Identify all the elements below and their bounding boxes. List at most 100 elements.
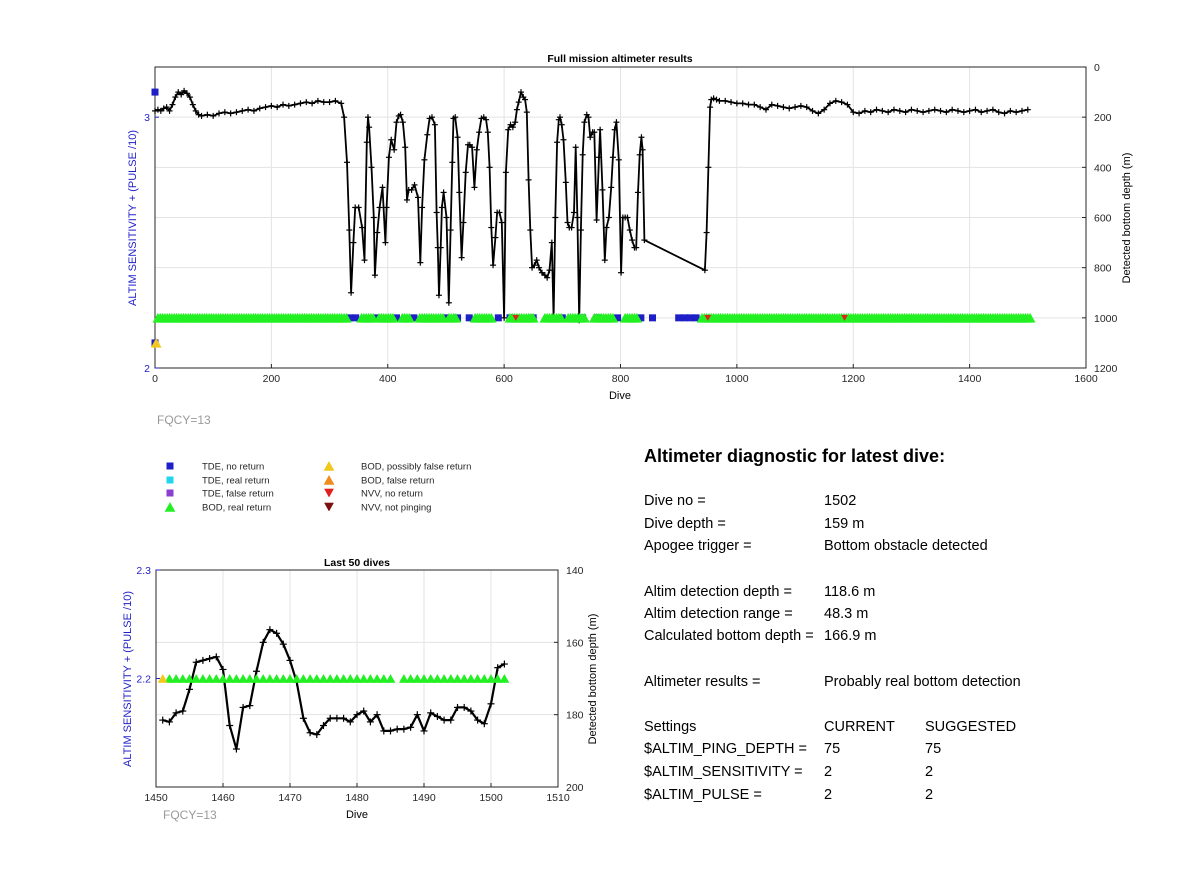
bod-real-return-marker xyxy=(412,673,423,683)
depth-marker xyxy=(821,106,828,113)
legend-marker-down-triangle xyxy=(324,502,334,512)
bod-real-return-marker xyxy=(459,673,470,683)
depth-marker xyxy=(500,660,508,668)
depth-marker xyxy=(366,718,374,726)
bod-real-return-marker xyxy=(305,673,316,683)
bottom-chart-title: Last 50 dives xyxy=(324,557,390,569)
x-tick-label: 1500 xyxy=(479,792,503,804)
depth-marker xyxy=(745,101,752,108)
depth-marker xyxy=(531,262,538,269)
x-tick-label: 1000 xyxy=(725,373,749,385)
depth-marker xyxy=(383,204,390,211)
bod-real-return-marker xyxy=(325,673,336,683)
depth-marker xyxy=(163,104,170,111)
bod-real-return-marker xyxy=(331,673,342,683)
depth-marker xyxy=(460,219,467,226)
depth-marker xyxy=(326,99,333,106)
bod-real-return-marker xyxy=(285,673,295,683)
depth-marker xyxy=(192,107,199,114)
depth-marker xyxy=(572,144,579,151)
depth-marker xyxy=(502,169,509,176)
bod-real-return-marker xyxy=(231,673,242,683)
bod-real-return-marker xyxy=(291,673,302,683)
depth-marker xyxy=(585,114,592,121)
depth-marker xyxy=(415,194,422,201)
depth-marker xyxy=(560,136,567,143)
depth-marker xyxy=(379,184,386,191)
tde-no-return-marker xyxy=(686,314,694,322)
settings-header-suggested: SUGGESTED xyxy=(925,719,1017,735)
depth-marker xyxy=(165,718,173,726)
setting-pulse-name: $ALTIM_PULSE = xyxy=(644,787,762,803)
depth-marker xyxy=(387,727,394,735)
depth-marker xyxy=(629,237,636,244)
diag-value-dive-depth: 159 m xyxy=(824,516,865,532)
legend-label: NVV, no return xyxy=(361,489,423,500)
depth-marker xyxy=(353,711,361,719)
depth-marker xyxy=(523,109,530,116)
depth-marker xyxy=(707,104,714,111)
y-right-tick-label: 400 xyxy=(1094,162,1112,174)
depth-marker xyxy=(159,716,167,724)
tde-no-return-marker xyxy=(494,314,502,322)
depth-marker xyxy=(259,638,267,646)
depth-marker xyxy=(564,219,571,226)
bod-real-return-marker xyxy=(197,673,208,683)
x-tick-label: 1470 xyxy=(278,792,302,804)
depth-marker xyxy=(360,707,368,715)
depth-marker xyxy=(212,653,220,661)
x-tick-label: 1490 xyxy=(412,792,436,804)
depth-marker xyxy=(359,224,366,231)
depth-marker xyxy=(966,107,973,114)
x-tick-label: 800 xyxy=(612,373,630,385)
depth-marker xyxy=(253,667,260,675)
bod-possibly-false-marker xyxy=(150,337,162,348)
bod-real-return-marker xyxy=(365,673,376,683)
diag-value-dive-no: 1502 xyxy=(824,493,857,509)
legend-label: BOD, real return xyxy=(202,503,271,514)
x-tick-label: 1460 xyxy=(211,792,235,804)
depth-marker xyxy=(402,144,409,151)
tde-no-return-marker xyxy=(637,314,645,322)
depth-marker xyxy=(591,129,598,136)
bod-real-return-marker xyxy=(278,673,289,683)
x-tick-label: 1200 xyxy=(842,373,866,385)
diag-label-apogee-trigger: Apogee trigger = xyxy=(644,538,752,554)
depth-marker xyxy=(417,259,424,266)
bod-real-return-marker xyxy=(171,673,182,683)
depth-marker xyxy=(618,269,625,276)
depth-marker xyxy=(701,267,708,274)
depth-marker xyxy=(803,104,810,111)
nvv-no-return-marker xyxy=(841,314,848,322)
depth-marker xyxy=(447,227,454,234)
depth-marker xyxy=(856,110,863,117)
depth-marker xyxy=(792,104,799,111)
depth-marker xyxy=(355,204,362,211)
bod-real-return-marker xyxy=(191,673,202,683)
bod-real-return-marker xyxy=(251,673,262,683)
bod-real-return-marker xyxy=(398,673,409,683)
depth-marker xyxy=(943,109,950,116)
bod-real-return-marker xyxy=(439,673,450,683)
depth-marker xyxy=(512,119,519,126)
depth-marker xyxy=(303,99,310,106)
depth-marker xyxy=(421,156,428,163)
depth-marker xyxy=(280,101,287,108)
bod-real-return-marker xyxy=(318,673,329,683)
legend-label: BOD, possibly false return xyxy=(361,462,471,473)
x-tick-label: 400 xyxy=(379,373,397,385)
depth-marker xyxy=(641,237,648,244)
depth-marker xyxy=(373,711,381,719)
top-x-label: Dive xyxy=(609,390,631,402)
depth-marker xyxy=(624,214,631,221)
bod-real-return-marker xyxy=(465,673,476,683)
depth-marker xyxy=(638,134,645,141)
depth-marker xyxy=(216,110,223,117)
depth-marker xyxy=(838,99,845,106)
depth-marker xyxy=(460,703,468,711)
y-right-tick-label: 140 xyxy=(566,565,584,577)
bod-real-return-marker xyxy=(472,673,483,683)
depth-marker xyxy=(333,714,341,722)
x-tick-label: 1480 xyxy=(345,792,369,804)
